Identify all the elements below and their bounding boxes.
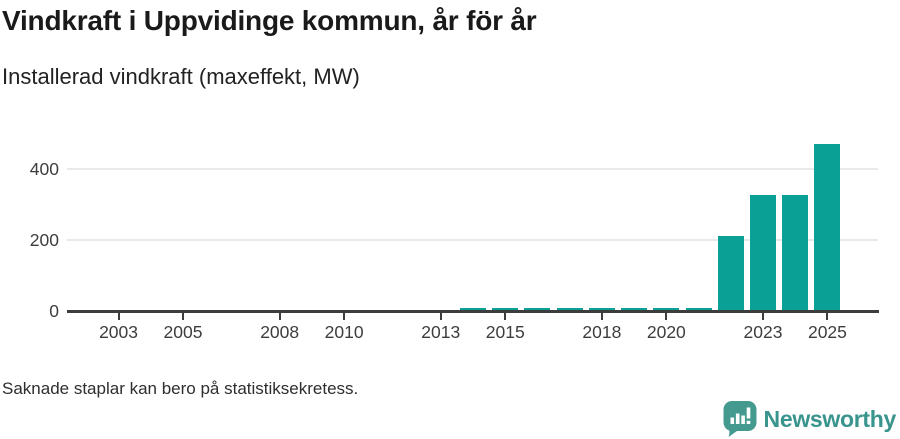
bar-2023 (750, 195, 776, 311)
x-tick-2018 (600, 313, 603, 320)
bar-2014 (460, 308, 486, 311)
x-axis-label: 2023 (743, 322, 783, 342)
x-tick-2025 (826, 313, 829, 320)
brand-logo: Newsworthy (723, 401, 896, 437)
x-axis-label: 2025 (807, 322, 847, 342)
bar-2021 (685, 308, 712, 311)
bar-2016 (524, 308, 551, 311)
x-tick-2010 (343, 313, 346, 320)
x-tick-2008 (278, 313, 281, 320)
newsworthy-bubble-chart-icon (723, 401, 757, 437)
bar-2015 (492, 308, 519, 311)
x-axis-line (67, 310, 879, 313)
x-axis-label: 2015 (485, 322, 525, 342)
chart-subtitle: Installerad vindkraft (maxeffekt, MW) (2, 64, 360, 89)
x-tick-2020 (665, 313, 668, 320)
x-axis-label: 2008 (260, 322, 300, 342)
x-tick-2003 (117, 313, 120, 320)
footnote: Saknade staplar kan bero på statistiksek… (2, 379, 359, 398)
x-tick-2015 (504, 313, 507, 320)
x-axis-label: 2003 (99, 322, 139, 342)
bar-2017 (556, 308, 583, 311)
y-axis-label: 400 (29, 158, 59, 179)
gridline-200 (67, 238, 878, 241)
y-axis-label: 200 (29, 229, 59, 250)
x-axis-label: 2020 (646, 322, 686, 342)
gridline-400 (67, 167, 878, 170)
bar-2022 (717, 236, 744, 311)
y-axis-label: 0 (49, 301, 59, 321)
page-title: Vindkraft i Uppvidinge kommun, år för år (2, 5, 537, 36)
bar-2018 (588, 308, 615, 311)
x-axis-label: 2013 (421, 322, 461, 342)
x-axis-label: 2005 (163, 322, 203, 342)
x-tick-2013 (439, 313, 442, 320)
x-tick-2005 (182, 313, 184, 320)
bar-2024 (782, 195, 809, 311)
x-axis-label: 2010 (324, 322, 364, 342)
x-tick-2023 (762, 313, 764, 320)
bar-2019 (621, 308, 648, 311)
brand-name: Newsworthy (763, 405, 897, 432)
bar-2025 (814, 143, 841, 311)
bar-2020 (653, 308, 680, 311)
x-axis-label: 2018 (582, 322, 622, 342)
